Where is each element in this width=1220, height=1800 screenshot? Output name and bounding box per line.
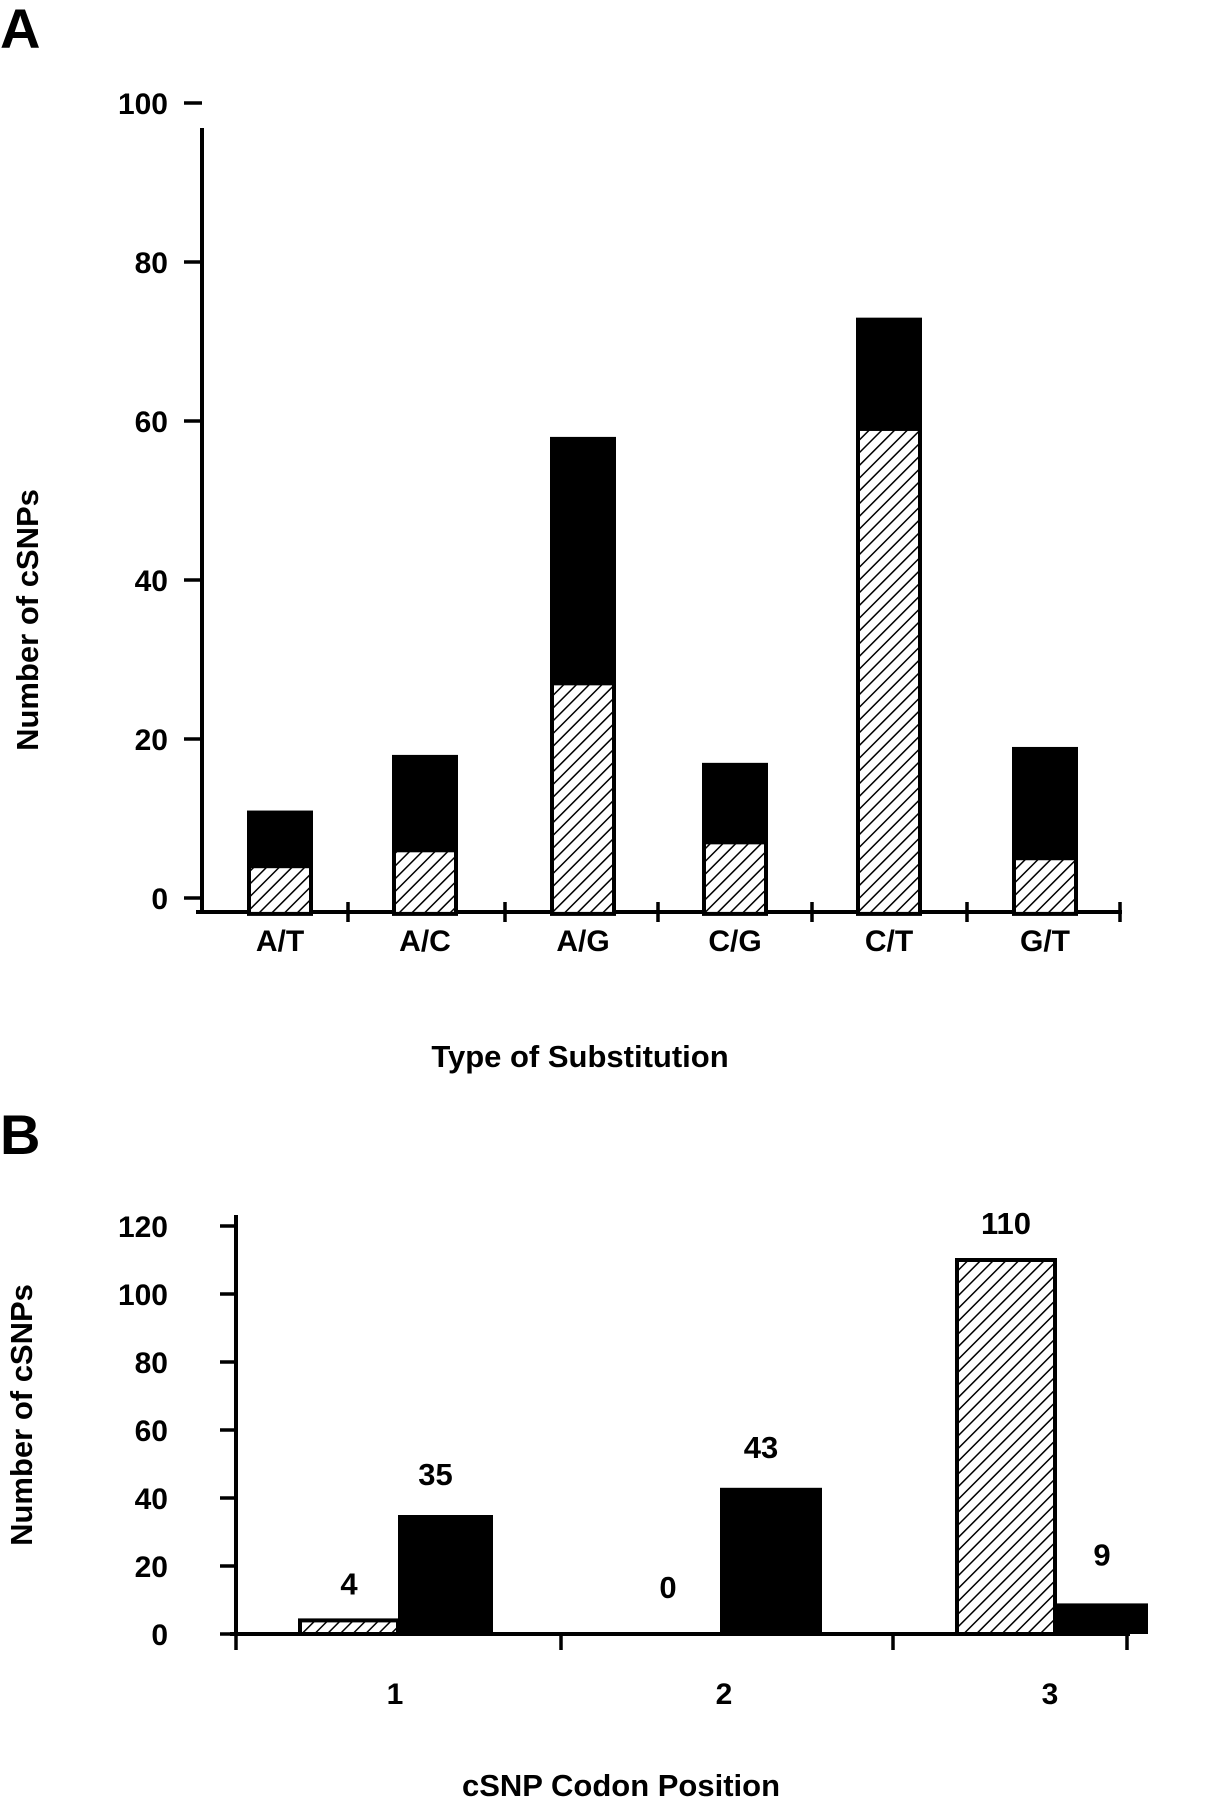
panel-a-y-axis-title: Number of cSNPs	[10, 489, 45, 751]
panel-b-data-label-solid: 43	[744, 1430, 778, 1465]
panel-a-category-label: G/T	[1020, 925, 1070, 958]
panel-a-y-tick-label: 100	[118, 88, 168, 121]
panel-a-category-label: A/T	[256, 925, 304, 958]
panel-a-y-tick-label: 0	[151, 883, 168, 916]
panel-b-category-label: 3	[1042, 1678, 1059, 1711]
panel-b-x-axis-title: cSNP Codon Position	[462, 1768, 780, 1800]
panel-b-data-label-solid: 35	[418, 1457, 452, 1492]
panel-a-category-label: C/T	[865, 925, 913, 958]
panel-a-bar-solid-A/G	[550, 436, 616, 684]
panel-b-category-label: 1	[387, 1678, 404, 1711]
panel-b-bar-solid-2	[720, 1487, 822, 1634]
panel-b-data-label-hatched: 4	[340, 1566, 358, 1601]
panel-a-bar-solid-C/G	[702, 762, 768, 843]
panel-a-y-tick-label: 80	[135, 247, 168, 280]
panel-b-y-tick-label: 60	[135, 1415, 168, 1448]
panel-b-y-tick-label: 120	[118, 1211, 168, 1244]
panel-a-letter: A	[0, 0, 40, 60]
panel-b-y-tick-label: 100	[118, 1279, 168, 1312]
panel-a-bar-hatched-C/T	[856, 426, 922, 916]
panel-a-category-label: C/G	[708, 925, 761, 958]
panel-b-category-label: 2	[716, 1678, 733, 1711]
panel-b-y-axis-title: Number of cSNPs	[4, 1284, 39, 1546]
panel-b-data-label-solid: 9	[1093, 1537, 1110, 1572]
panel-a-bar-solid-A/T	[247, 810, 313, 867]
panel-a-chart: A 0 20 40 60 80 100 A/T A/C A/G C/G C/T G/T Number…	[0, 0, 1122, 1074]
panel-a-y-tick-label: 60	[135, 406, 168, 439]
panel-b-letter: B	[0, 1103, 40, 1166]
panel-b-bar-hatched-1	[298, 1618, 400, 1637]
panel-a-bar-hatched-C/G	[702, 840, 768, 916]
panel-a-y-tick-label: 20	[135, 724, 168, 757]
panel-b-bar-solid-3	[1056, 1603, 1148, 1634]
panel-b-y-tick-label: 0	[151, 1619, 168, 1652]
panel-a-x-axis-title: Type of Substitution	[431, 1039, 728, 1074]
panel-a-y-tick-label: 40	[135, 565, 168, 598]
panel-a-bar-solid-G/T	[1012, 746, 1078, 859]
panel-b-bar-hatched-3	[955, 1258, 1057, 1636]
panel-a-category-label: A/G	[556, 925, 609, 958]
panel-a-bar-hatched-G/T	[1012, 856, 1078, 916]
panel-a-bar-hatched-A/C	[392, 848, 458, 916]
panel-b-data-label-hatched: 110	[981, 1206, 1031, 1241]
panel-b-y-tick-label: 80	[135, 1347, 168, 1380]
panel-a-bar-hatched-A/T	[247, 864, 313, 916]
panel-b-data-label-hatched: 0	[659, 1570, 676, 1605]
panel-a-bar-solid-A/C	[392, 754, 458, 851]
panel-a-bar-solid-C/T	[856, 317, 922, 429]
panel-b-chart: B 0 20 40 60 80 100 120 4 35 0 43 110 9 1 2 3 Number …	[0, 1103, 1148, 1800]
panel-b-y-tick-label: 20	[135, 1551, 168, 1584]
panel-b-bar-solid-1	[398, 1515, 493, 1634]
panel-a-bar-hatched-A/G	[550, 681, 616, 916]
panel-a-category-label: A/C	[399, 925, 451, 958]
panel-b-y-tick-label: 40	[135, 1483, 168, 1516]
